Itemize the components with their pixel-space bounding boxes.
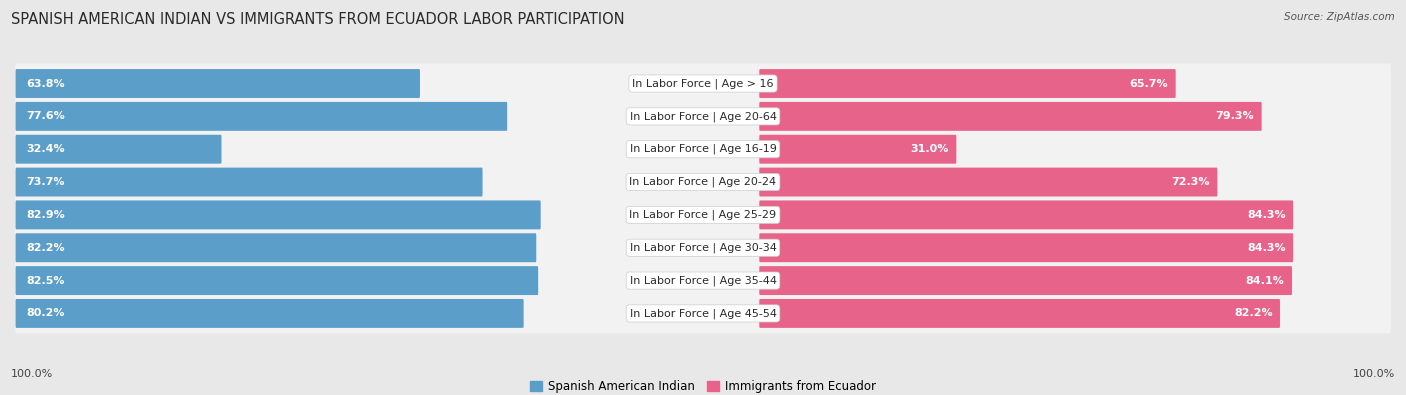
FancyBboxPatch shape	[15, 129, 1391, 169]
Text: 65.7%: 65.7%	[1129, 79, 1168, 88]
Text: 82.2%: 82.2%	[27, 243, 65, 253]
FancyBboxPatch shape	[15, 228, 1391, 268]
FancyBboxPatch shape	[759, 102, 1261, 131]
FancyBboxPatch shape	[759, 167, 1218, 196]
Text: 77.6%: 77.6%	[27, 111, 65, 121]
Text: In Labor Force | Age 20-24: In Labor Force | Age 20-24	[630, 177, 776, 187]
FancyBboxPatch shape	[759, 135, 956, 164]
FancyBboxPatch shape	[15, 162, 1391, 202]
Text: In Labor Force | Age 35-44: In Labor Force | Age 35-44	[630, 275, 776, 286]
Text: 82.9%: 82.9%	[27, 210, 65, 220]
Text: 80.2%: 80.2%	[27, 308, 65, 318]
Text: Source: ZipAtlas.com: Source: ZipAtlas.com	[1284, 12, 1395, 22]
FancyBboxPatch shape	[759, 266, 1292, 295]
Text: 84.3%: 84.3%	[1247, 243, 1286, 253]
Text: 72.3%: 72.3%	[1171, 177, 1211, 187]
Legend: Spanish American Indian, Immigrants from Ecuador: Spanish American Indian, Immigrants from…	[526, 376, 880, 395]
FancyBboxPatch shape	[15, 64, 1391, 103]
Text: 82.5%: 82.5%	[27, 276, 65, 286]
Text: 79.3%: 79.3%	[1216, 111, 1254, 121]
Text: 32.4%: 32.4%	[27, 144, 65, 154]
FancyBboxPatch shape	[759, 299, 1279, 328]
Text: 100.0%: 100.0%	[11, 369, 53, 379]
FancyBboxPatch shape	[15, 233, 536, 262]
Text: 84.1%: 84.1%	[1246, 276, 1285, 286]
Text: In Labor Force | Age 45-54: In Labor Force | Age 45-54	[630, 308, 776, 319]
Text: In Labor Force | Age 16-19: In Labor Force | Age 16-19	[630, 144, 776, 154]
Text: In Labor Force | Age 20-64: In Labor Force | Age 20-64	[630, 111, 776, 122]
FancyBboxPatch shape	[759, 200, 1294, 229]
FancyBboxPatch shape	[15, 102, 508, 131]
FancyBboxPatch shape	[15, 200, 541, 229]
FancyBboxPatch shape	[15, 167, 482, 196]
FancyBboxPatch shape	[15, 293, 1391, 333]
Text: 82.2%: 82.2%	[1234, 308, 1272, 318]
Text: 84.3%: 84.3%	[1247, 210, 1286, 220]
FancyBboxPatch shape	[15, 266, 538, 295]
FancyBboxPatch shape	[15, 299, 523, 328]
FancyBboxPatch shape	[759, 233, 1294, 262]
FancyBboxPatch shape	[15, 195, 1391, 235]
Text: 63.8%: 63.8%	[27, 79, 65, 88]
FancyBboxPatch shape	[759, 69, 1175, 98]
Text: 73.7%: 73.7%	[27, 177, 65, 187]
Text: 100.0%: 100.0%	[1353, 369, 1395, 379]
Text: In Labor Force | Age > 16: In Labor Force | Age > 16	[633, 78, 773, 89]
FancyBboxPatch shape	[15, 135, 222, 164]
FancyBboxPatch shape	[15, 261, 1391, 301]
FancyBboxPatch shape	[15, 96, 1391, 136]
Text: 31.0%: 31.0%	[911, 144, 949, 154]
Text: SPANISH AMERICAN INDIAN VS IMMIGRANTS FROM ECUADOR LABOR PARTICIPATION: SPANISH AMERICAN INDIAN VS IMMIGRANTS FR…	[11, 12, 624, 27]
FancyBboxPatch shape	[15, 69, 420, 98]
Text: In Labor Force | Age 25-29: In Labor Force | Age 25-29	[630, 210, 776, 220]
Text: In Labor Force | Age 30-34: In Labor Force | Age 30-34	[630, 243, 776, 253]
